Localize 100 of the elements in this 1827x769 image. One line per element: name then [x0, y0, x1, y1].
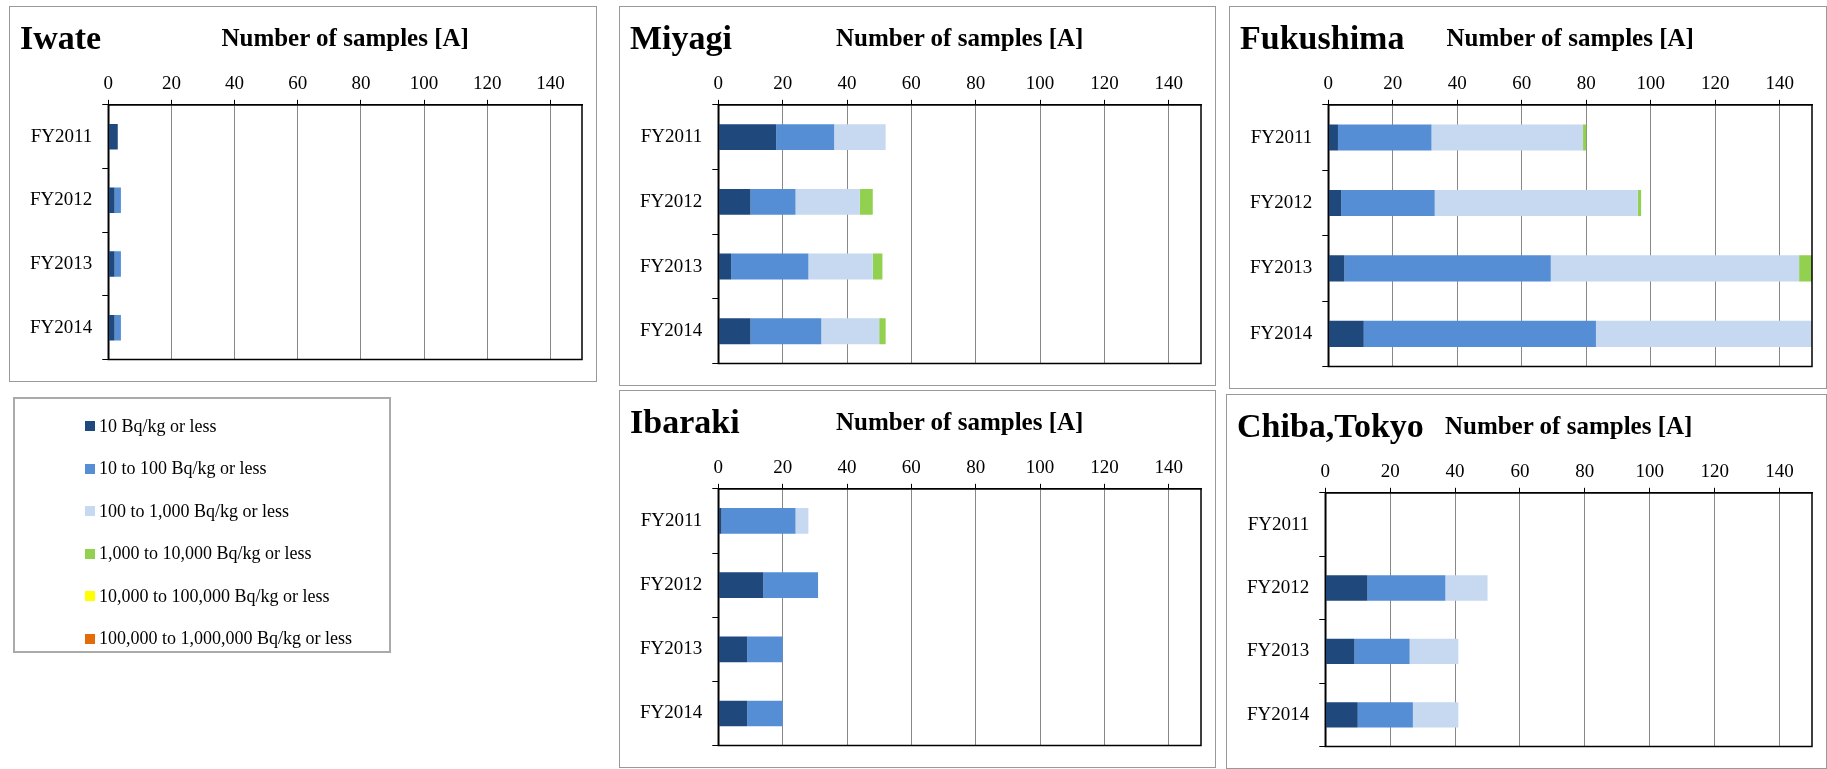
x-tick-label: 0	[713, 456, 724, 478]
x-axis-title: Number of samples [A]	[1446, 24, 1694, 52]
bar	[821, 318, 880, 345]
x-tick-label: 40	[1447, 72, 1467, 94]
bar	[1367, 575, 1446, 601]
x-tick-label: 80	[1575, 460, 1595, 482]
x-tick-label: 40	[837, 72, 857, 94]
chart-title: Iwate	[20, 19, 102, 57]
bar	[1328, 124, 1338, 151]
x-tick-label: 0	[713, 72, 724, 94]
x-tick-label: 120	[473, 72, 502, 94]
y-tick-label: FY2012	[639, 573, 703, 595]
bar	[776, 124, 835, 151]
x-axis-title: Number of samples [A]	[835, 24, 1084, 52]
y-tick-label: FY2013	[29, 252, 93, 274]
x-tick-label: 120	[1700, 460, 1729, 482]
bar	[1337, 124, 1432, 151]
bar	[750, 188, 796, 215]
bar	[795, 188, 860, 215]
bar	[1328, 320, 1364, 347]
y-tick-label: FY2014	[1246, 702, 1310, 724]
x-tick-label: 100	[1025, 456, 1055, 478]
x-tick-label: 100	[1635, 460, 1665, 482]
bar	[1325, 702, 1358, 728]
y-tick-label: FY2014	[639, 319, 703, 341]
x-tick-label: 0	[1320, 460, 1331, 482]
x-tick-label: 20	[773, 72, 793, 94]
y-tick-label: FY2014	[29, 315, 93, 337]
x-tick-label: 120	[1090, 456, 1119, 478]
x-tick-label: 140	[1154, 456, 1184, 478]
bar	[879, 318, 886, 345]
y-tick-label: FY2012	[1246, 575, 1310, 597]
x-tick-label: 80	[351, 72, 371, 94]
bar	[1409, 638, 1459, 665]
bar	[763, 572, 819, 598]
chart-title: Chiba,Tokyo	[1237, 407, 1424, 445]
bar	[747, 700, 783, 727]
bar	[1445, 575, 1488, 601]
x-tick-label: 60	[288, 72, 308, 94]
x-tick-label: 100	[1025, 72, 1055, 94]
bar	[1328, 255, 1345, 282]
x-axis-title: Number of samples [A]	[1444, 412, 1693, 440]
legend-label: 100,000 to 1,000,000 Bq/kg or less	[99, 628, 353, 650]
bar	[1341, 189, 1435, 217]
x-axis-title: Number of samples [A]	[835, 408, 1084, 436]
x-tick-label: 140	[1154, 72, 1184, 94]
x-tick-label: 100	[1636, 72, 1666, 94]
bar	[718, 124, 777, 151]
chart-title: Ibaraki	[630, 403, 740, 441]
x-tick-label: 40	[225, 72, 245, 94]
y-tick-label: FY2011	[1250, 125, 1313, 147]
x-tick-label: 120	[1701, 72, 1730, 94]
x-tick-label: 80	[966, 456, 986, 478]
x-tick-label: 120	[1090, 72, 1119, 94]
bar	[718, 188, 751, 215]
x-tick-label: 100	[409, 72, 439, 94]
bar	[721, 508, 796, 534]
x-tick-label: 80	[966, 72, 986, 94]
legend-label: 10,000 to 100,000 Bq/kg or less	[99, 585, 330, 607]
x-tick-label: 140	[1765, 72, 1794, 94]
y-tick-label: FY2011	[1247, 512, 1310, 534]
y-tick-label: FY2013	[639, 254, 703, 276]
x-tick-label: 140	[1765, 460, 1794, 482]
y-tick-label: FY2012	[29, 188, 93, 210]
x-tick-label: 60	[901, 456, 921, 478]
bar	[1354, 638, 1410, 665]
y-tick-label: FY2013	[639, 637, 703, 659]
x-tick-label: 0	[1323, 72, 1334, 94]
bar	[718, 572, 764, 598]
bar	[795, 508, 809, 534]
y-tick-label: FY2012	[1249, 190, 1313, 212]
bar	[731, 253, 809, 280]
bar	[834, 124, 886, 151]
bar	[1328, 189, 1342, 217]
bar	[750, 318, 822, 345]
bar	[872, 253, 883, 280]
x-tick-label: 20	[161, 72, 181, 94]
y-tick-label: FY2011	[640, 508, 703, 530]
bar	[1344, 255, 1551, 282]
y-tick-label: FY2013	[1249, 256, 1313, 278]
legend-label: 1,000 to 10,000 Bq/kg or less	[99, 543, 312, 565]
x-tick-label: 60	[901, 72, 921, 94]
bar	[718, 253, 732, 280]
bar	[1357, 702, 1413, 728]
bar	[747, 636, 783, 663]
y-tick-label: FY2012	[639, 189, 703, 211]
legend-label: 10 to 100 Bq/kg or less	[99, 458, 267, 480]
x-tick-label: 60	[1512, 72, 1532, 94]
y-tick-label: FY2014	[639, 701, 703, 723]
x-tick-label: 0	[103, 72, 114, 94]
bar	[1412, 702, 1459, 728]
chart-title: Miyagi	[630, 19, 732, 57]
bar	[718, 508, 722, 534]
legend-label: 10 Bq/kg or less	[99, 415, 217, 437]
bar	[1550, 255, 1800, 282]
bar	[718, 636, 748, 663]
x-tick-label: 20	[1380, 460, 1400, 482]
bar	[808, 253, 873, 280]
x-tick-label: 20	[773, 456, 793, 478]
bar	[1583, 124, 1587, 151]
